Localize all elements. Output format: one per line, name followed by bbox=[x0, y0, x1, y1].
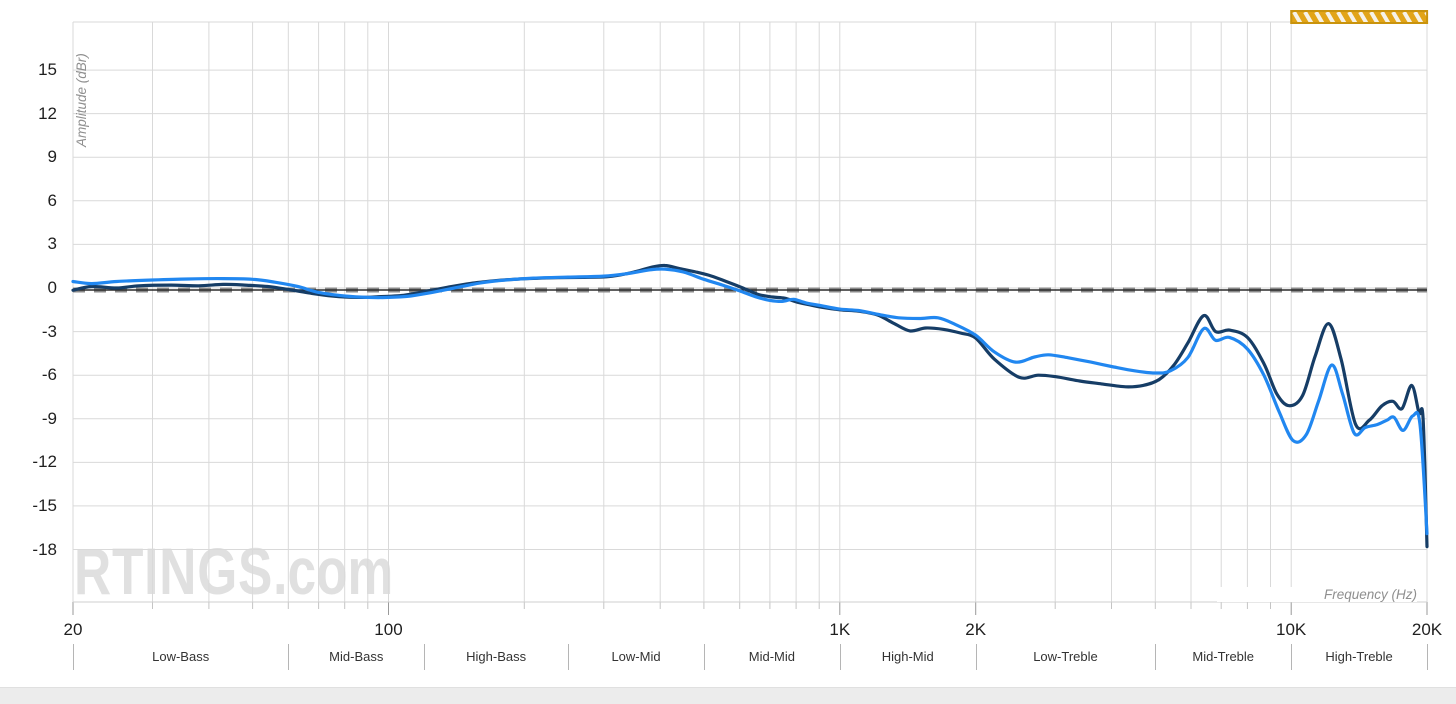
band-separator bbox=[73, 644, 74, 670]
band-label: High-Treble bbox=[1325, 649, 1393, 664]
band-label: Low-Bass bbox=[152, 649, 210, 664]
y-axis-title: Amplitude (dBr) bbox=[74, 53, 89, 147]
y-tick-label: 9 bbox=[47, 147, 57, 167]
x-tick-label: 10K bbox=[1276, 620, 1307, 639]
y-tick-label: -18 bbox=[32, 539, 57, 559]
y-tick-label: -3 bbox=[41, 321, 57, 341]
y-tick-label: 0 bbox=[47, 278, 57, 297]
band-label: Low-Mid bbox=[611, 649, 661, 664]
band-separator bbox=[1427, 644, 1428, 670]
x-tick-label: 2K bbox=[965, 620, 987, 639]
band-separator bbox=[839, 644, 841, 670]
bright-blue-curve bbox=[71, 267, 1429, 536]
y-tick-label: 15 bbox=[38, 60, 57, 80]
band-separator bbox=[288, 644, 290, 670]
y-tick-label: -6 bbox=[41, 365, 57, 385]
band-separator bbox=[975, 644, 977, 670]
band-separator bbox=[703, 644, 705, 670]
y-tick-label: 12 bbox=[38, 103, 57, 123]
band-label: Mid-Bass bbox=[329, 649, 384, 664]
band-separator bbox=[1155, 644, 1157, 670]
band-label: High-Mid bbox=[881, 649, 934, 664]
x-tick-label: 20K bbox=[1411, 620, 1443, 639]
y-tick-label: -15 bbox=[32, 495, 57, 515]
y-tick-label: -12 bbox=[32, 452, 57, 472]
band-separator bbox=[568, 644, 570, 670]
y-tick-label: -9 bbox=[41, 408, 57, 428]
x-tick-label: 100 bbox=[374, 620, 403, 639]
x-tick-label: 1K bbox=[829, 620, 851, 639]
y-tick-label: 3 bbox=[47, 234, 57, 254]
band-separator bbox=[424, 644, 426, 670]
bottom-strip bbox=[0, 687, 1456, 704]
band-label: Mid-Treble bbox=[1192, 649, 1255, 664]
dark-navy-curve bbox=[71, 263, 1429, 549]
x-tick-label: 20 bbox=[63, 620, 83, 639]
band-label: High-Bass bbox=[466, 649, 527, 664]
x-axis-title: Frequency (Hz) bbox=[1217, 587, 1417, 602]
band-label: Mid-Mid bbox=[748, 649, 795, 664]
band-separator bbox=[1291, 644, 1293, 670]
y-tick-label: 6 bbox=[47, 190, 57, 210]
uncertainty-hatch-marker bbox=[1290, 10, 1429, 24]
band-label: Low-Treble bbox=[1033, 649, 1098, 664]
